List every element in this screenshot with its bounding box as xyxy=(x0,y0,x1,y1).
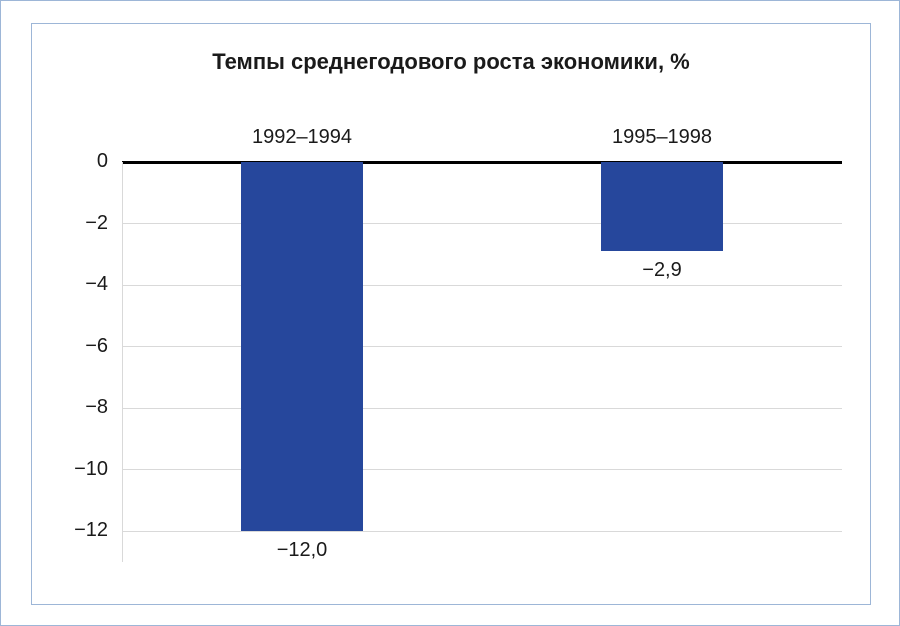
y-tick-label: −12 xyxy=(32,519,108,542)
bar xyxy=(601,162,723,251)
value-label: −12,0 xyxy=(277,539,328,562)
plot-area xyxy=(122,162,842,562)
y-tick-label: −4 xyxy=(32,273,108,296)
y-tick-label: 0 xyxy=(32,150,108,173)
gridline xyxy=(122,531,842,532)
value-label: −2,9 xyxy=(642,259,681,282)
y-tick-label: −2 xyxy=(32,212,108,235)
chart-inner-frame: Темпы среднегодового роста экономики, % … xyxy=(31,23,871,605)
gridline xyxy=(122,469,842,470)
category-label: 1992–1994 xyxy=(252,126,352,149)
y-tick-label: −6 xyxy=(32,335,108,358)
x-axis-line xyxy=(122,161,842,164)
bar xyxy=(241,162,363,531)
y-axis-line xyxy=(122,162,123,562)
gridline xyxy=(122,408,842,409)
chart-title: Темпы среднегодового роста экономики, % xyxy=(32,49,870,75)
y-tick-label: −10 xyxy=(32,458,108,481)
gridline xyxy=(122,223,842,224)
y-tick-label: −8 xyxy=(32,396,108,419)
gridline xyxy=(122,346,842,347)
chart-outer-frame: Темпы среднегодового роста экономики, % … xyxy=(0,0,900,626)
gridline xyxy=(122,285,842,286)
category-label: 1995–1998 xyxy=(612,126,712,149)
